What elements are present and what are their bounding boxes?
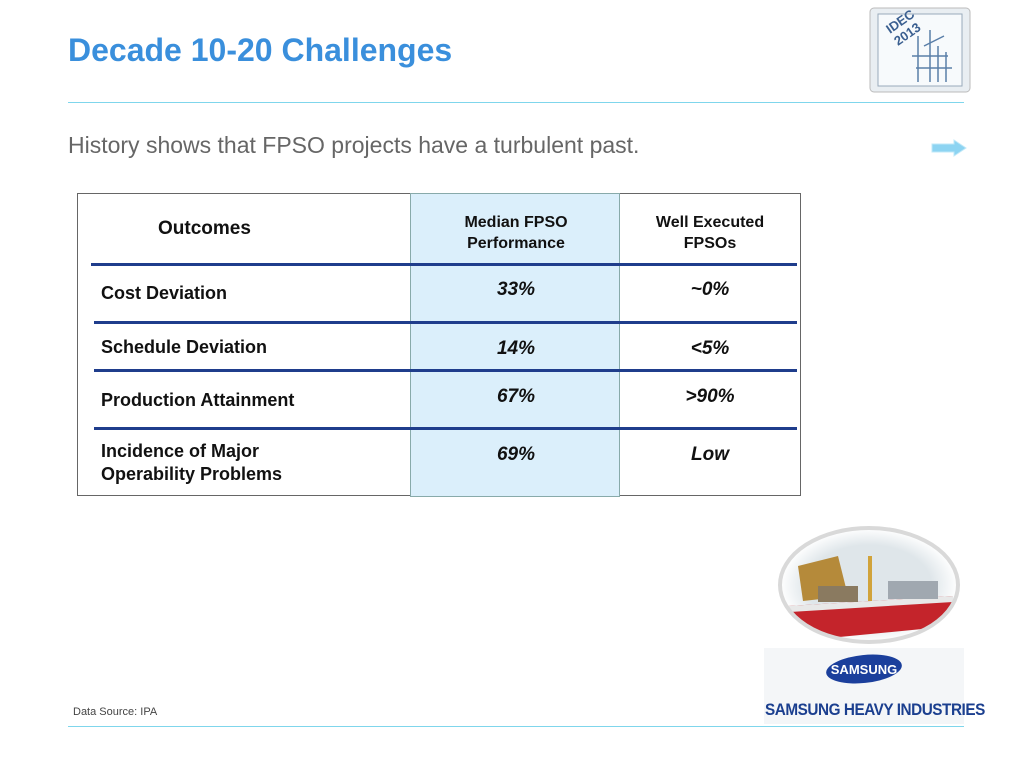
- column-header: Well Executed FPSOs: [655, 214, 765, 252]
- column-header: Outcomes: [158, 217, 251, 239]
- cell-value: 67%: [496, 386, 536, 407]
- cell-value: ~0%: [690, 279, 730, 300]
- cell-value: <5%: [690, 338, 730, 359]
- row-label: Schedule Deviation: [101, 336, 268, 357]
- cell-value: >90%: [685, 386, 735, 407]
- row-label: Production Attainment: [101, 389, 295, 410]
- arrow-icon: [931, 139, 967, 157]
- row-divider: [94, 369, 797, 372]
- bottom-rule: [68, 726, 964, 727]
- logo-text: SAMSUNG: [831, 662, 897, 677]
- highlight-column: [410, 193, 620, 497]
- fpso-photo: [778, 526, 960, 644]
- idec-badge: IDEC 2013: [869, 6, 971, 93]
- samsung-logo: SAMSUNG: [826, 654, 902, 684]
- column-header: Median FPSO Performance: [464, 214, 568, 252]
- row-divider: [91, 263, 797, 266]
- subtitle: History shows that FPSO projects have a …: [68, 132, 640, 158]
- row-label: Cost Deviation: [101, 283, 228, 303]
- cell-value: Low: [691, 444, 729, 465]
- row-divider: [94, 427, 797, 430]
- row-divider: [94, 321, 797, 324]
- data-source: Data Source: IPA: [73, 706, 158, 718]
- title: Decade 10-20 Challenges: [68, 32, 453, 68]
- top-rule: [68, 102, 964, 103]
- row-label: Incidence of Major Operability Problems: [101, 441, 283, 484]
- cell-value: 69%: [496, 444, 536, 465]
- cell-value: 33%: [496, 279, 536, 300]
- company-name: SAMSUNG HEAVY INDUSTRIES: [765, 700, 985, 719]
- cell-value: 14%: [496, 338, 536, 359]
